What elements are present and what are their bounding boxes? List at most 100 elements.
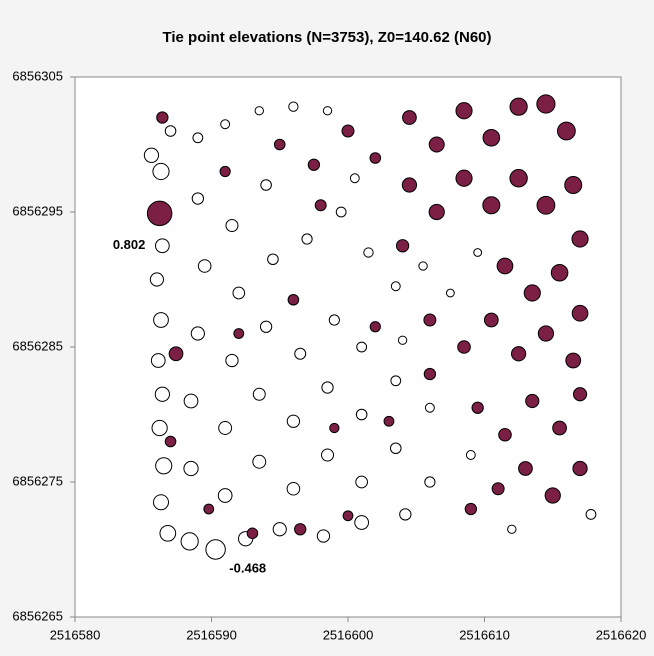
bubble [164, 435, 177, 448]
bubble [273, 138, 286, 151]
bubble [536, 94, 556, 114]
bubble [259, 320, 273, 333]
bubble [424, 476, 436, 488]
bubble [349, 173, 360, 184]
bubble [329, 422, 340, 434]
bubble [146, 200, 173, 227]
bubble [565, 352, 582, 369]
bubble [252, 454, 267, 469]
bubble [507, 524, 517, 534]
bubble [395, 239, 410, 253]
bubble [152, 162, 170, 181]
bubble [321, 448, 335, 462]
bubble [220, 119, 231, 130]
bubble [203, 503, 215, 515]
bubble [287, 293, 300, 306]
bubble [183, 460, 199, 477]
y-tick-label: 6856285 [12, 338, 63, 353]
bubble [389, 442, 402, 455]
bubble [571, 230, 589, 248]
bubble [294, 523, 307, 536]
bubble [354, 515, 370, 530]
bubble [418, 261, 428, 271]
bubble [483, 312, 499, 328]
bubble [464, 502, 478, 516]
bubble [190, 326, 205, 341]
bubble [341, 124, 355, 138]
bubble [369, 321, 381, 333]
bubble [252, 387, 266, 401]
bubble [267, 253, 279, 266]
y-tick-label: 6856275 [12, 473, 63, 488]
bubble [286, 481, 301, 496]
bubble [143, 147, 160, 163]
bubble [322, 106, 333, 116]
bubble [572, 460, 588, 477]
bubble [205, 539, 226, 560]
bubble [465, 450, 476, 460]
bubble [232, 286, 246, 300]
bubble [335, 206, 347, 218]
bubble [525, 393, 540, 409]
y-tick-label: 6856295 [12, 203, 63, 218]
bubble [155, 457, 173, 475]
bubble [342, 510, 354, 522]
bubble [260, 179, 272, 191]
bubble [164, 125, 177, 137]
bubble [197, 259, 212, 273]
bubble [399, 508, 412, 521]
bubble [180, 532, 199, 551]
bubble [536, 195, 556, 215]
bubble [390, 281, 401, 292]
annotation: -0.468 [229, 561, 266, 576]
bubble [423, 313, 437, 327]
bubble [219, 165, 231, 178]
bubble [397, 335, 408, 345]
bubble [523, 284, 541, 302]
bubble [301, 233, 313, 245]
x-tick-label: 2516610 [459, 627, 510, 642]
bubble [150, 353, 166, 368]
bubble [509, 169, 528, 188]
bubble [428, 136, 445, 153]
bubble [314, 199, 327, 212]
bubble [149, 272, 164, 287]
bubble [151, 419, 168, 437]
bubble [355, 408, 368, 421]
bubble [510, 346, 527, 362]
bubble [401, 177, 418, 193]
bubble [424, 402, 435, 413]
bubble [154, 238, 170, 254]
bubble [457, 340, 471, 354]
bubble [154, 386, 170, 402]
bubble [496, 257, 514, 275]
x-tick-label: 2516580 [50, 627, 101, 642]
bubble [455, 102, 473, 120]
chart-title: Tie point elevations (N=3753), Z0=140.62… [162, 29, 491, 46]
bubble [383, 415, 395, 427]
bubble [286, 414, 301, 428]
bubble [482, 196, 501, 215]
bubble [217, 488, 233, 503]
bubble [363, 247, 374, 258]
bubble [585, 509, 597, 520]
bubble [328, 314, 340, 326]
y-tick-label: 6856305 [12, 68, 63, 83]
bubble [402, 110, 417, 125]
bubble [168, 346, 184, 362]
bubble [321, 381, 334, 394]
bubble [550, 263, 569, 282]
bubble [307, 158, 321, 171]
bubble [272, 522, 287, 537]
bubble [471, 401, 484, 414]
bubble [316, 529, 331, 543]
bubble [218, 421, 233, 435]
bubble [156, 111, 169, 124]
bubble [191, 192, 205, 205]
bubble [552, 420, 567, 436]
bubble [482, 128, 501, 147]
bubble [159, 524, 177, 542]
bubble [294, 347, 307, 360]
